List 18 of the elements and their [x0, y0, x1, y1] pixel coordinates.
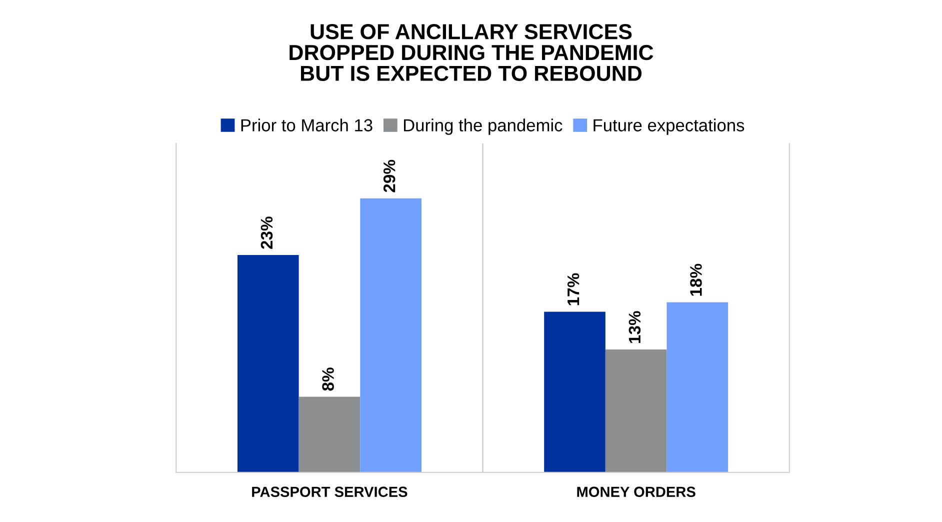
- bar: [666, 302, 728, 472]
- legend-label: Future expectations: [594, 118, 744, 135]
- bar: [298, 396, 360, 472]
- data-label: 17%: [567, 273, 580, 306]
- data-label: 23%: [260, 216, 273, 249]
- data-label: 18%: [690, 264, 702, 296]
- data-label: 13%: [628, 311, 641, 343]
- legend-label: Prior to March 13: [241, 118, 372, 132]
- bar: [237, 255, 299, 472]
- x-tick-label: PASSPORT SERVICES: [252, 486, 408, 498]
- data-label: 29%: [383, 160, 396, 192]
- data-label: 8%: [322, 368, 334, 391]
- legend-label: During the pandemic: [404, 118, 562, 135]
- bar: [544, 312, 606, 472]
- x-tick-label: MONEY ORDERS: [577, 486, 696, 498]
- bar: [360, 198, 422, 472]
- bar: [605, 350, 667, 472]
- chart-title: USE OF ANCILLARY SERVICES DROPPED DURING THE PANDEMIC BUT IS EXPECTED TO REBOUND: [290, 24, 654, 81]
